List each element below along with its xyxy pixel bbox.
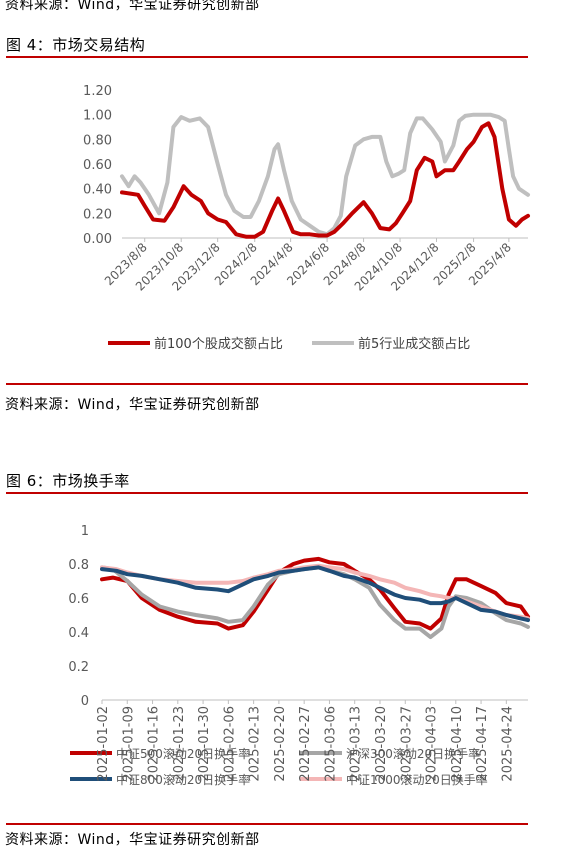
x-tick-label: 2025-02-27 <box>298 706 313 782</box>
x-tick-label: 2025-02-13 <box>248 706 263 782</box>
series-line-top100-stocks <box>120 121 530 239</box>
y-tick-label: 0.8 <box>68 558 89 573</box>
x-tick-label: 2025-04-10 <box>450 706 465 782</box>
y-tick-label: 0.6 <box>68 592 89 607</box>
x-tick-label: 2025-04-03 <box>425 706 440 782</box>
y-tick-label: 1.20 <box>83 84 112 99</box>
x-tick-label: 2025-03-13 <box>349 706 364 782</box>
x-tick-label: 2025-01-23 <box>172 706 187 782</box>
figure-4-top-rule <box>6 56 528 58</box>
x-tick-label: 2025-03-06 <box>323 706 338 782</box>
y-tick-label: 0.00 <box>83 232 112 247</box>
x-tick-label: 2025-01-02 <box>96 706 111 782</box>
legend-top5-industries-label: 前5行业成交额占比 <box>358 336 470 352</box>
y-tick-label: 0.60 <box>83 158 112 173</box>
figure-4-source: 资料来源：Wind，华宝证券研究创新部 <box>5 397 260 413</box>
market-turnover-rate-chart: 0 0.2 0.4 0.6 0.8 1 中证500滚动20日换手率 沪深300滚动20日换手率… <box>68 524 530 787</box>
x-tick-label: 2025-04-24 <box>500 706 515 782</box>
figure-4-title: 图 4：市场交易结构 <box>6 36 146 54</box>
legend-label: 中证500滚动20日换手率 <box>116 746 250 761</box>
y-tick-label: 0.2 <box>68 660 89 675</box>
x-tick-label: 2025-01-30 <box>197 706 212 782</box>
y-tick-label: 1.00 <box>83 109 112 124</box>
x-tick-label: 2025-01-09 <box>121 706 136 782</box>
series-line-csi800 <box>100 565 530 623</box>
series-line-csi500 <box>100 556 530 631</box>
series-line-top5-industries <box>120 112 530 237</box>
figure-6-title: 图 6：市场换手率 <box>6 472 130 490</box>
x-tick-label: 2025-03-27 <box>399 706 414 782</box>
x-tick-label: 2025-03-20 <box>374 706 389 782</box>
legend-label: 沪深300滚动20日换手率 <box>346 746 480 761</box>
turnover-structure-chart: 0.000.200.400.600.801.001.202023/8/82023… <box>83 84 530 352</box>
x-tick-label: 2025-02-06 <box>222 706 237 782</box>
y-tick-label: 0.80 <box>83 133 112 148</box>
legend-label: 中证800滚动20日换手率 <box>116 772 250 787</box>
figure-6-top-rule <box>6 492 528 494</box>
y-tick-label: 0 <box>81 694 89 709</box>
y-tick-label: 0.4 <box>68 626 89 641</box>
x-tick-label: 2025-01-16 <box>147 706 162 782</box>
figure-4-bottom-rule <box>6 383 528 385</box>
y-tick-label: 1 <box>81 524 89 539</box>
y-tick-label: 0.40 <box>83 183 112 198</box>
legend-label: 中证1000滚动20日换手率 <box>346 772 488 787</box>
x-tick-label: 2025-04-17 <box>475 706 490 782</box>
figure-6-source: 资料来源：Wind，华宝证券研究创新部 <box>5 832 260 848</box>
figure-6-bottom-rule <box>6 823 528 825</box>
top-source: 资料来源：Wind，华宝证券研究创新部 <box>5 0 260 13</box>
legend-top100-stocks-label: 前100个股成交额占比 <box>154 336 283 352</box>
y-tick-label: 0.20 <box>83 207 112 222</box>
x-tick-label: 2025-02-20 <box>273 706 288 782</box>
